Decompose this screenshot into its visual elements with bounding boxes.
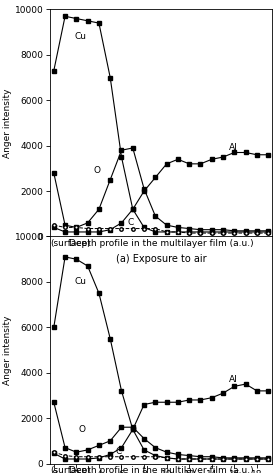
Text: Cu: Cu bbox=[74, 277, 86, 287]
Text: Depth profile in the multilayer film (a.u.): Depth profile in the multilayer film (a.… bbox=[69, 239, 253, 248]
Y-axis label: Anger intensity: Anger intensity bbox=[3, 315, 12, 385]
Text: C: C bbox=[127, 219, 133, 228]
Text: (a) Exposure to air: (a) Exposure to air bbox=[116, 254, 206, 264]
Text: (surface): (surface) bbox=[50, 466, 91, 473]
Text: O: O bbox=[93, 166, 100, 175]
Text: Cu: Cu bbox=[74, 32, 86, 41]
Text: Al: Al bbox=[229, 375, 237, 384]
Text: C: C bbox=[116, 447, 122, 455]
Y-axis label: Anger intensity: Anger intensity bbox=[3, 88, 12, 158]
Text: (surface): (surface) bbox=[50, 239, 91, 248]
Text: Depth profile in the multilayer film (a.u.): Depth profile in the multilayer film (a.… bbox=[69, 466, 253, 473]
Text: Al: Al bbox=[229, 143, 237, 152]
Text: O: O bbox=[79, 425, 86, 434]
